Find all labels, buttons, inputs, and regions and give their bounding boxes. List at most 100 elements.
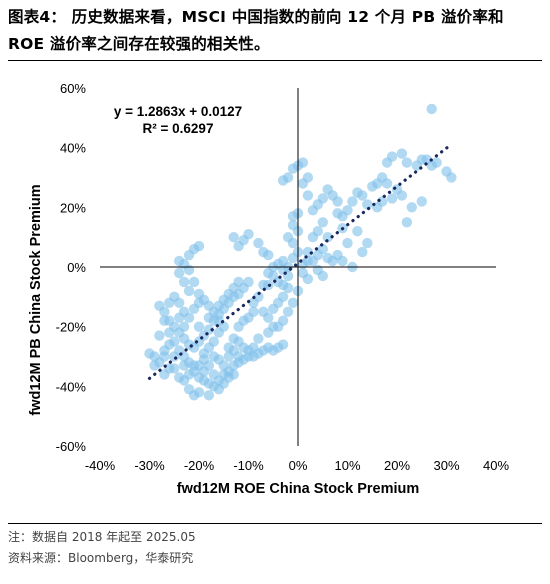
data-point-39	[297, 157, 309, 168]
data-point-192	[233, 276, 244, 288]
data-point-231	[178, 321, 190, 332]
data-point-223	[263, 249, 274, 261]
data-point-102	[248, 297, 259, 308]
y-tick-label-6: -60%	[56, 439, 87, 454]
top-divider	[8, 60, 542, 61]
data-point-11	[381, 157, 393, 168]
data-point-55	[352, 226, 363, 237]
x-tick-label-5: 10%	[334, 458, 360, 473]
data-point-161	[178, 360, 190, 371]
data-point-62	[416, 196, 427, 207]
data-point-30	[322, 184, 333, 195]
data-point-34	[302, 190, 314, 201]
data-point-148	[169, 351, 180, 362]
data-point-97	[228, 333, 239, 344]
data-point-58	[322, 232, 333, 243]
source-note: 资料来源：Bloomberg，华泰研究	[8, 551, 194, 565]
data-point-162	[169, 363, 180, 374]
data-point-17	[396, 190, 408, 201]
data-point-33	[307, 205, 319, 216]
data-point-152	[193, 387, 205, 398]
data-point-50	[337, 255, 348, 267]
data-point-36	[302, 172, 314, 183]
trendline	[147, 142, 454, 380]
data-point-79	[302, 255, 314, 267]
data-point-57	[317, 217, 328, 228]
data-point-166	[154, 330, 165, 341]
data-point-221	[253, 237, 264, 249]
data-point-213	[287, 297, 299, 308]
data-point-8	[401, 157, 413, 168]
data-point-61	[406, 202, 417, 213]
y-tick-label-3: 0%	[67, 260, 86, 275]
data-point-233	[164, 339, 175, 350]
data-point-153	[203, 390, 215, 401]
data-point-123	[164, 327, 175, 338]
data-point-157	[228, 369, 239, 380]
data-point-209	[277, 339, 289, 350]
data-point-220	[243, 229, 254, 240]
scatter-points	[144, 103, 457, 401]
data-point-2	[441, 166, 452, 177]
data-point-212	[282, 306, 294, 317]
data-point-77	[317, 270, 328, 282]
data-point-164	[149, 360, 160, 371]
data-point-54	[342, 237, 353, 249]
y-tick-label-5: -40%	[56, 379, 87, 394]
data-point-158	[208, 369, 219, 380]
y-tick-label-2: 20%	[60, 200, 86, 215]
trendline-equation: y = 1.2863x + 0.0127	[114, 104, 242, 119]
data-point-18	[386, 193, 398, 204]
data-point-183	[183, 285, 195, 297]
data-point-180	[193, 240, 205, 252]
data-point-232	[174, 312, 185, 323]
data-point-43	[302, 246, 314, 258]
r-squared-label: R² = 0.6297	[143, 121, 214, 136]
x-tick-label-7: 30%	[433, 458, 459, 473]
data-point-0	[426, 103, 437, 115]
y-tick-label-1: 40%	[60, 141, 86, 156]
x-tick-label-2: -20%	[184, 458, 215, 473]
x-tick-label-1: -30%	[134, 458, 165, 473]
data-point-217	[228, 232, 239, 243]
data-point-24	[347, 196, 358, 207]
data-point-53	[362, 237, 373, 249]
y-tick-label-4: -20%	[56, 320, 87, 335]
data-point-46	[317, 243, 328, 255]
data-point-38	[287, 163, 299, 174]
x-tick-label-6: 20%	[384, 458, 410, 473]
data-point-86	[263, 312, 274, 323]
data-point-194	[213, 327, 224, 338]
data-point-211	[277, 315, 289, 326]
data-point-159	[198, 366, 210, 377]
data-point-68	[287, 237, 299, 249]
data-point-60	[401, 217, 413, 228]
data-point-27	[332, 208, 343, 219]
data-note: 注：数据自 2018 年起至 2025.05	[8, 530, 196, 544]
data-point-52	[357, 246, 368, 258]
data-point-56	[312, 226, 323, 237]
x-tick-label-8: 40%	[483, 458, 509, 473]
data-point-235	[193, 321, 205, 332]
data-point-23	[352, 187, 363, 198]
bottom-divider	[8, 523, 542, 524]
data-point-121	[154, 300, 165, 311]
data-point-160	[188, 360, 200, 371]
y-tick-label-0: 60%	[60, 81, 86, 96]
x-axis-label: fwd12M ROE China Stock Premium	[177, 481, 420, 497]
data-point-64	[287, 211, 299, 222]
x-tick-label-4: 0%	[289, 458, 308, 473]
data-point-70	[287, 252, 299, 264]
data-point-181	[174, 267, 185, 279]
tick-labels: 60% 40% 20% 0% -20% -40% -60% -40% -30% -20% -10% 0…	[56, 81, 510, 473]
data-point-75	[302, 273, 314, 285]
data-point-21	[362, 199, 373, 210]
y-axis-label: fwd12M PB China Stock Premium	[28, 184, 44, 415]
data-point-92	[253, 333, 264, 344]
data-point-89	[277, 291, 289, 302]
chart-title: 图表4： 历史数据来看，MSCI 中国指数的前向 12 个月 PB 溢价率和 R…	[8, 8, 504, 53]
data-point-226	[277, 255, 289, 267]
data-point-228	[218, 360, 229, 371]
data-point-230	[198, 354, 210, 365]
